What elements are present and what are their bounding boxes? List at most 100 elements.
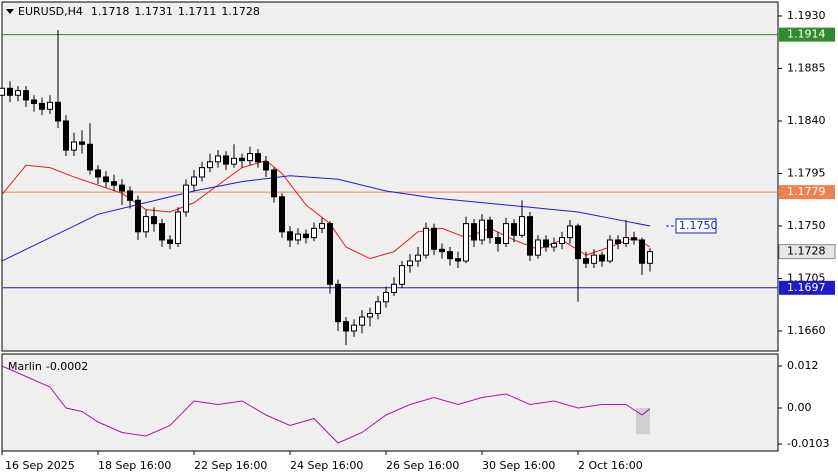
candle-body [575,225,581,260]
candle-body [639,239,645,264]
x-tick-label: 22 Sep 16:00 [194,459,267,472]
candle-body [143,216,149,233]
x-tick-label: 18 Sep 16:00 [98,459,171,472]
candle-body [615,239,621,244]
candle-body [599,254,605,262]
candle-body [135,199,141,233]
candle-body [375,301,381,314]
candle-body [119,184,125,192]
price-label: 1.1728 [787,245,826,258]
level-label: 1.1779 [787,185,826,198]
candle-body [503,223,509,244]
candle-body [367,312,373,318]
candle-body [551,242,557,248]
candle-body [63,120,69,151]
candle-body [567,225,573,239]
candle-body [519,216,525,236]
y-tick-label: 1.1885 [787,61,826,74]
candle-body [391,283,397,293]
candle-body [471,223,477,241]
candle-body [183,184,189,213]
candle-body [87,143,93,171]
y-tick-label: 1.1840 [787,114,826,127]
y-tick-label: 1.1750 [787,219,826,232]
menu-triangle[interactable] [6,9,14,14]
candle-body [407,260,413,267]
candle-body [447,251,453,260]
close: 1.1728 [221,5,260,18]
price-label-box [778,244,836,260]
candle-body [7,87,13,96]
candle-body [439,248,445,253]
candle-body [31,99,37,104]
chart-header: EURUSD,H4 1.1718 1.1731 1.1711 1.1728 [18,5,260,18]
candle-body [279,196,285,233]
candle-body [343,321,349,332]
indicator-value: -0.0002 [46,360,88,373]
candle-body [543,239,549,248]
candle-body [359,316,365,326]
y-tick-label: 0.00 [787,401,812,414]
candle-body [287,231,293,241]
candle-body [239,157,245,162]
candle-body [167,239,173,244]
main-pane [1,1,779,352]
histogram-bar [636,407,650,435]
level-label: 1.1697 [787,281,826,294]
level-label-box [779,185,835,200]
ma-label-box [675,218,717,234]
candle-body [223,155,229,165]
candle-body [631,237,637,241]
candle-body [0,87,5,96]
candle-body [271,169,277,198]
level-label-box [779,27,835,42]
x-tick-label: 26 Sep 16:00 [386,459,459,472]
ma-label: 1.1750 [679,219,718,232]
candle-body [191,176,197,186]
candle-body [15,90,21,96]
candle-body [559,237,565,244]
candle-body [295,233,301,241]
y-tick-label: 1.1795 [787,166,826,179]
candle-body [207,161,213,169]
y-tick-label: 1.1930 [787,9,826,22]
candle-body [647,251,653,264]
candle-body [487,219,493,239]
candle-body [623,237,629,244]
candle-body [431,227,437,250]
low: 1.1711 [178,5,217,18]
indicator-header: Marlin -0.0002 [8,360,88,373]
candle-body [479,219,485,241]
open: 1.1718 [91,5,130,18]
candle-body [583,258,589,264]
level-label-box [779,280,835,295]
candle-body [47,101,53,110]
candle-body [327,223,333,285]
candle-body [463,223,469,262]
x-tick-label: 16 Sep 2025 [5,459,75,472]
y-tick-label: 0.012 [787,359,819,372]
candle-body [455,258,461,262]
x-tick-label: 30 Sep 16:00 [482,459,555,472]
y-tick-label: 1.1660 [787,324,826,337]
indicator-name: Marlin [8,360,42,373]
high: 1.1731 [134,5,173,18]
candle-body [511,223,517,236]
candle-body [423,227,429,256]
candle-body [55,101,61,122]
candle-body [527,216,533,256]
indicator-pane [1,353,779,452]
candle-body [175,211,181,244]
candle-body [335,283,341,323]
candle-body [199,167,205,178]
candle-body [111,181,117,186]
candle-body [231,157,237,165]
x-tick-label: 2 Oct 16:00 [578,459,643,472]
symbol: EURUSD,H4 [18,5,83,18]
candle-body [311,227,317,239]
candle-body [535,239,541,256]
candle-body [23,90,29,101]
candle-body [415,254,421,262]
candle-body [495,237,501,244]
